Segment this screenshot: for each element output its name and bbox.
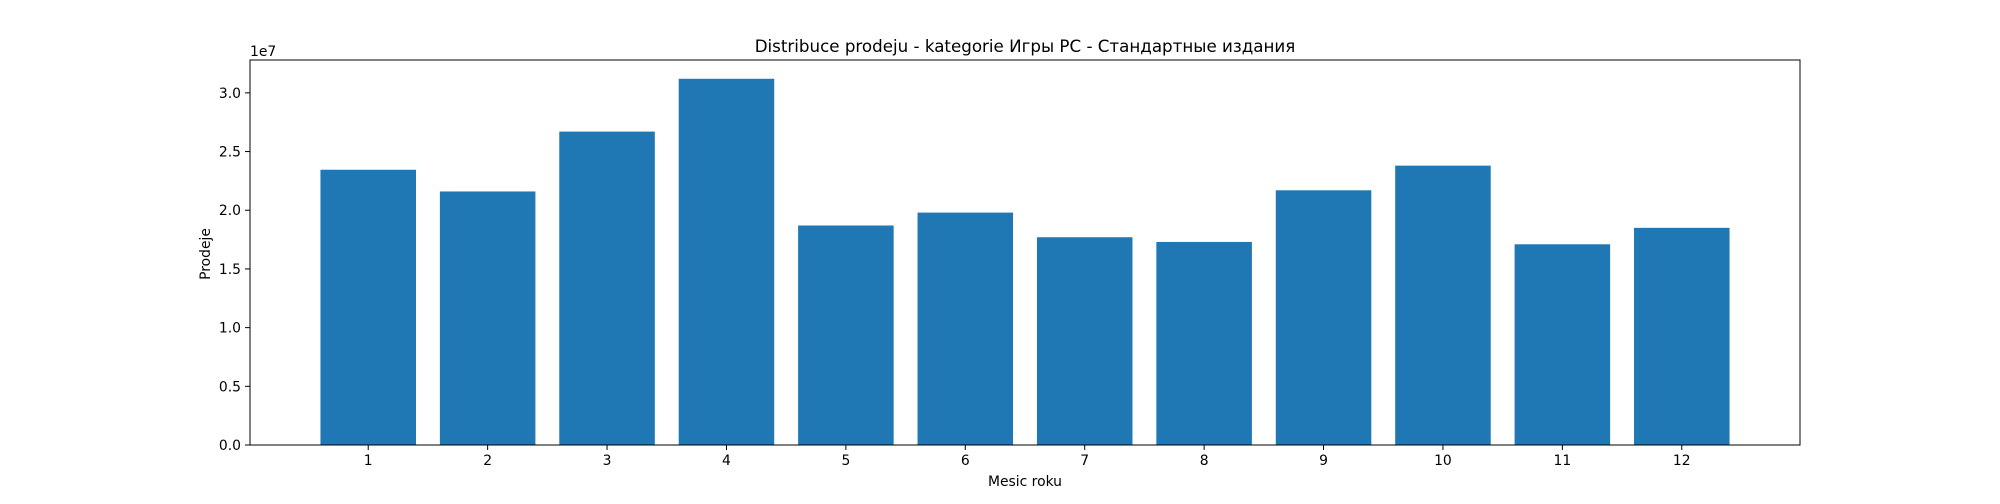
x-tick-label: 8	[1200, 453, 1209, 469]
x-tick-label: 11	[1554, 453, 1572, 469]
y-tick-label: 1.5	[219, 262, 241, 278]
x-tick-label: 10	[1434, 453, 1452, 469]
y-tick-label: 1.0	[219, 321, 241, 337]
bar-6	[917, 212, 1014, 445]
x-tick-label: 4	[722, 453, 731, 469]
plot-area-frame	[249, 59, 1801, 446]
y-axis-ticks: 0.0 0.5 1.0 1.5 2.0 2.5 3.0	[219, 86, 250, 454]
x-axis-ticks: 1 2 3 4 5 6 7 8 9 10 11 12	[364, 445, 1691, 469]
x-tick-label: 12	[1673, 453, 1691, 469]
y-axis-label: Prodeje	[198, 228, 214, 280]
x-tick-label: 1	[364, 453, 373, 469]
x-tick-label: 6	[961, 453, 970, 469]
bar-1	[320, 169, 416, 445]
x-tick-label: 7	[1080, 453, 1089, 469]
bar-12	[1634, 227, 1730, 445]
bar-2	[439, 191, 536, 445]
bar-9	[1275, 190, 1372, 445]
bar-3	[559, 131, 655, 445]
y-axis-offset-label: 1e7	[250, 44, 276, 60]
y-tick-label: 0.0	[219, 438, 241, 454]
y-tick-label: 0.5	[219, 379, 241, 395]
bar-4	[678, 78, 775, 445]
x-tick-label: 2	[483, 453, 492, 469]
bar-10	[1395, 165, 1491, 445]
bar-11	[1514, 244, 1611, 445]
x-tick-label: 5	[841, 453, 850, 469]
x-axis-label: Mesic roku	[988, 474, 1062, 490]
bar-5	[798, 225, 894, 445]
bar-8	[1156, 241, 1252, 445]
bar-7	[1036, 237, 1133, 445]
y-tick-label: 2.0	[219, 203, 241, 219]
bars-group	[320, 78, 1730, 445]
y-tick-label: 2.5	[219, 145, 241, 161]
y-tick-label: 3.0	[219, 86, 241, 102]
chart-title: Distribuce prodeju - kategorie Игры PC -…	[755, 36, 1296, 56]
x-tick-label: 9	[1319, 453, 1328, 469]
x-tick-label: 3	[603, 453, 612, 469]
